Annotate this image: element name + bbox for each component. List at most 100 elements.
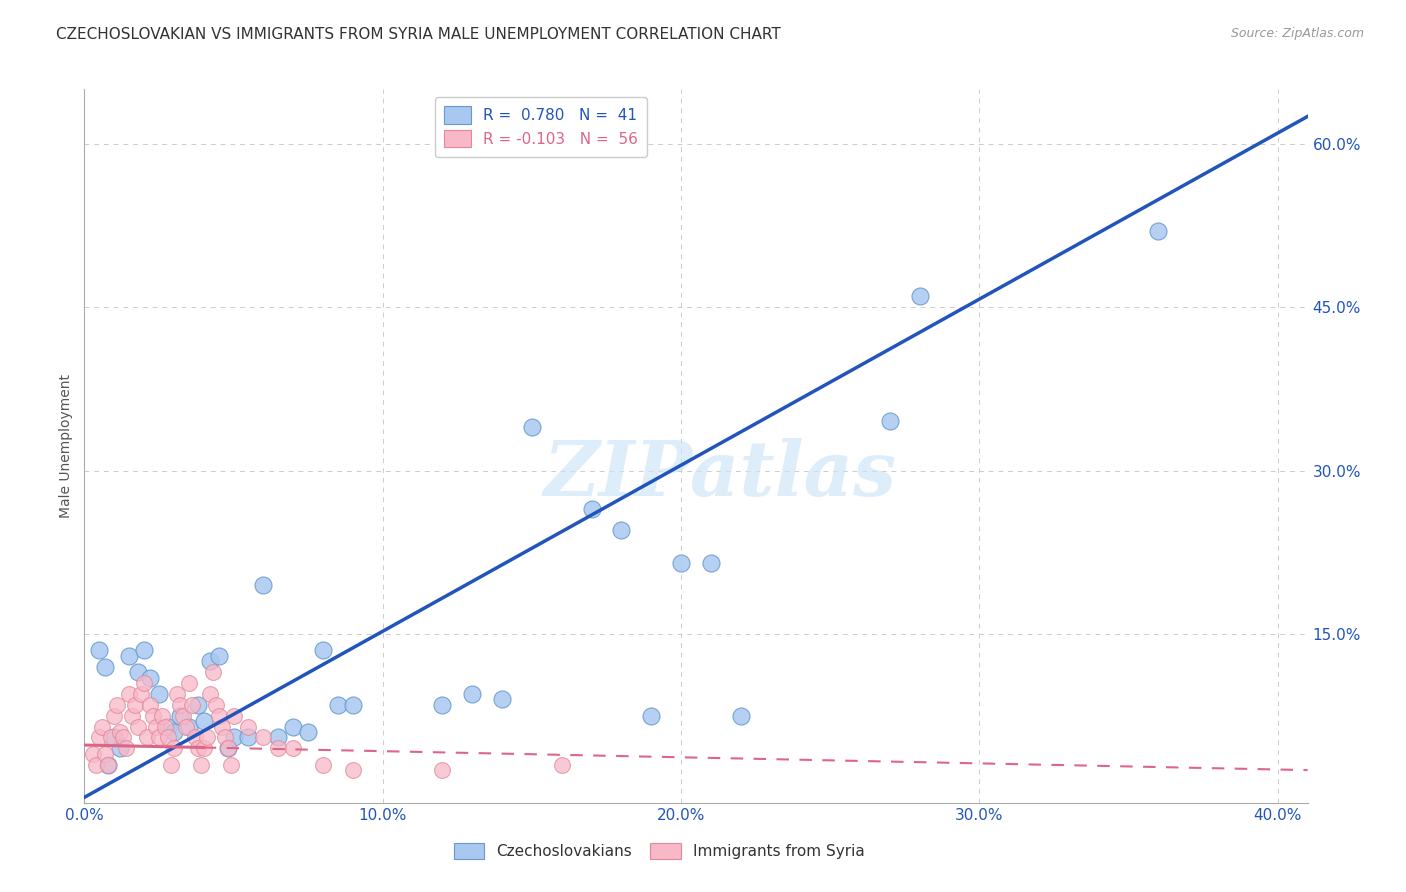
Point [142,708,165,723]
Point [214,731,236,745]
Point [108,725,131,739]
Point [100,731,122,745]
Point [124,698,146,712]
Point [238,731,260,745]
Point [217,741,239,756]
Y-axis label: Male Unemployment: Male Unemployment [59,374,73,518]
Point [121,708,143,723]
Point [491,692,513,706]
Point [89,731,111,745]
Point [139,698,162,712]
Point [169,708,191,723]
Point [198,654,221,668]
Point [551,757,574,772]
Point [222,731,245,745]
Point [118,687,141,701]
Point [267,731,290,745]
Point [82,747,104,761]
Point [283,720,305,734]
Point [172,708,194,723]
Point [204,698,226,712]
Point [156,720,179,734]
Point [169,698,191,712]
Point [112,731,135,745]
Point [105,698,128,712]
Point [150,708,173,723]
Point [730,708,752,723]
Point [219,757,242,772]
Point [326,698,349,712]
Point [195,731,218,745]
Point [91,720,114,734]
Point [520,420,543,434]
Point [156,731,179,745]
Point [108,741,131,756]
Text: ZIPatlas: ZIPatlas [544,438,897,511]
Point [908,289,931,303]
Point [184,731,207,745]
Point [163,725,186,739]
Point [174,720,197,734]
Point [148,687,170,701]
Point [1147,224,1170,238]
Point [127,665,149,679]
Point [879,415,901,429]
Point [94,747,117,761]
Point [312,757,335,772]
Point [89,643,111,657]
Point [132,643,155,657]
Point [177,720,200,734]
Point [148,731,170,745]
Point [267,741,290,756]
Point [103,708,125,723]
Point [145,720,167,734]
Point [180,698,202,712]
Point [136,731,159,745]
Point [190,757,212,772]
Point [312,643,335,657]
Point [198,687,221,701]
Point [94,659,117,673]
Legend: Czechoslovakians, Immigrants from Syria: Czechoslovakians, Immigrants from Syria [446,835,873,866]
Point [640,708,662,723]
Text: Source: ZipAtlas.com: Source: ZipAtlas.com [1230,27,1364,40]
Point [222,708,245,723]
Point [238,720,260,734]
Point [97,757,120,772]
Point [207,648,229,663]
Point [84,757,107,772]
Point [97,757,120,772]
Point [201,665,224,679]
Point [163,741,186,756]
Point [115,741,138,756]
Point [177,676,200,690]
Point [166,687,188,701]
Point [129,687,152,701]
Point [127,720,149,734]
Point [461,687,484,701]
Point [207,708,229,723]
Point [252,578,274,592]
Point [187,698,209,712]
Point [610,524,633,538]
Point [193,741,215,756]
Point [283,741,305,756]
Point [211,720,233,734]
Point [297,725,319,739]
Point [252,731,274,745]
Point [139,671,162,685]
Text: CZECHOSLOVAKIAN VS IMMIGRANTS FROM SYRIA MALE UNEMPLOYMENT CORRELATION CHART: CZECHOSLOVAKIAN VS IMMIGRANTS FROM SYRIA… [56,27,780,42]
Point [217,741,239,756]
Point [132,676,155,690]
Point [187,741,209,756]
Point [581,501,603,516]
Point [432,763,454,777]
Point [153,720,176,734]
Point [160,757,183,772]
Point [669,556,692,570]
Point [342,763,364,777]
Point [700,556,723,570]
Point [118,648,141,663]
Point [342,698,364,712]
Point [432,698,454,712]
